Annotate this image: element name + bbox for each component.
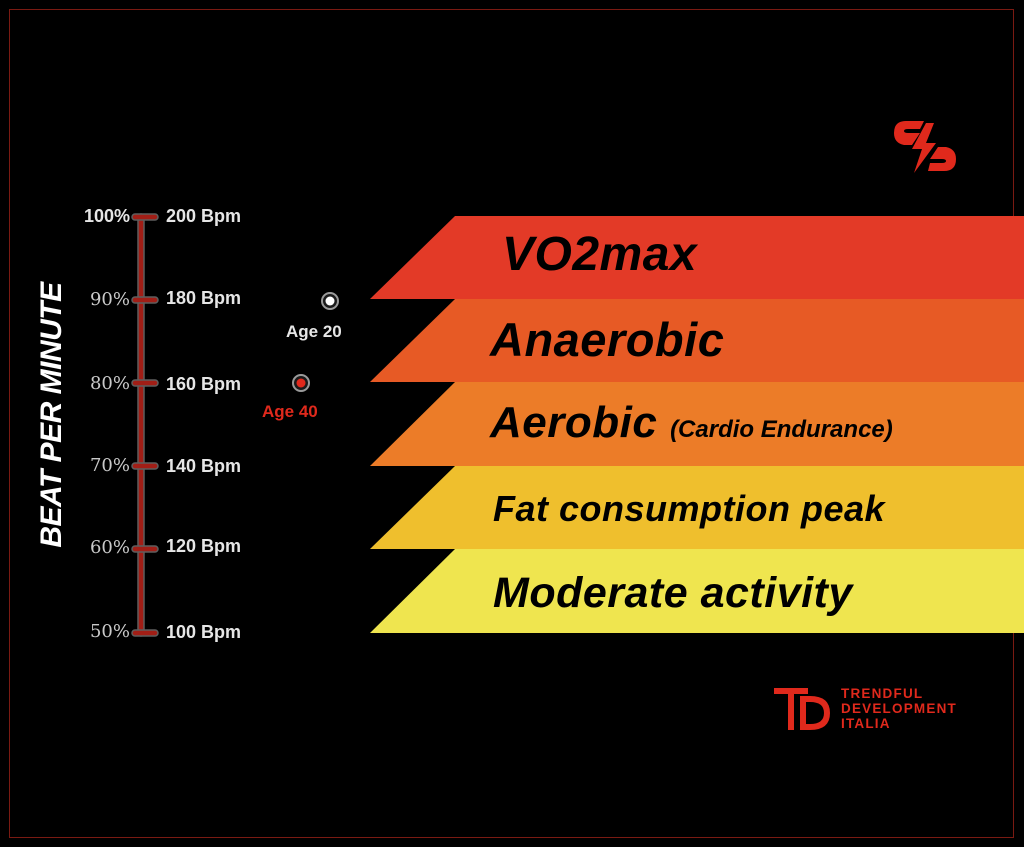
zone-label-moderate: Moderate activity: [493, 569, 853, 617]
age-20-marker-dot: [325, 296, 335, 306]
scale-tick: [131, 629, 159, 637]
brand-name: TRENDFUL DEVELOPMENT ITALIA: [841, 686, 957, 731]
tick-percent-90: 90%: [89, 289, 130, 310]
scale-tick: [131, 379, 159, 387]
brand-line-2: DEVELOPMENT: [841, 701, 957, 716]
tick-percent-80: 80%: [89, 373, 130, 394]
tick-bpm-100: 100 Bpm: [166, 622, 242, 642]
zone-band-moderate: [370, 549, 1024, 633]
zone-band-aerobic: [370, 382, 1024, 466]
tick-percent-100: 100%: [83, 206, 130, 226]
scale-tick: [131, 213, 159, 221]
zone-label-aerobic-name: Aerobic: [490, 398, 658, 447]
zone-band-fat: [370, 466, 1024, 549]
zone-band-vo2max: [370, 216, 1024, 299]
zone-label-aerobic: Aerobic (Cardio Endurance): [490, 398, 893, 448]
age-40-marker-dot: [296, 378, 306, 388]
tick-percent-50: 50%: [89, 621, 130, 642]
scale-tick: [131, 462, 159, 470]
tick-bpm-160: 160 Bpm: [166, 374, 242, 394]
brand-line-3: ITALIA: [841, 716, 891, 731]
tick-bpm-180: 180 Bpm: [166, 288, 242, 308]
age-20-label: Age 20: [286, 322, 342, 341]
zone-label-anaerobic: Anaerobic: [490, 313, 725, 366]
scale-tick: [131, 545, 159, 553]
zone-band-anaerobic: [370, 299, 1024, 382]
zone-label-vo2max: VO2max: [502, 228, 698, 281]
zone-label-fat: Fat consumption peak: [493, 488, 886, 529]
tick-bpm-200: 200 Bpm: [166, 206, 242, 226]
lightning-s-logo-icon: [894, 121, 956, 173]
tick-bpm-120: 120 Bpm: [166, 536, 242, 556]
tick-bpm-140: 140 Bpm: [166, 456, 242, 476]
td-monogram-logo-icon: [774, 688, 830, 730]
scale-tick: [131, 296, 159, 304]
zone-label-aerobic-subtitle: (Cardio Endurance): [670, 416, 893, 443]
tick-percent-60: 60%: [89, 537, 130, 558]
tick-percent-70: 70%: [89, 455, 130, 476]
age-40-label: Age 40: [262, 402, 318, 421]
brand-line-1: TRENDFUL: [841, 686, 924, 701]
